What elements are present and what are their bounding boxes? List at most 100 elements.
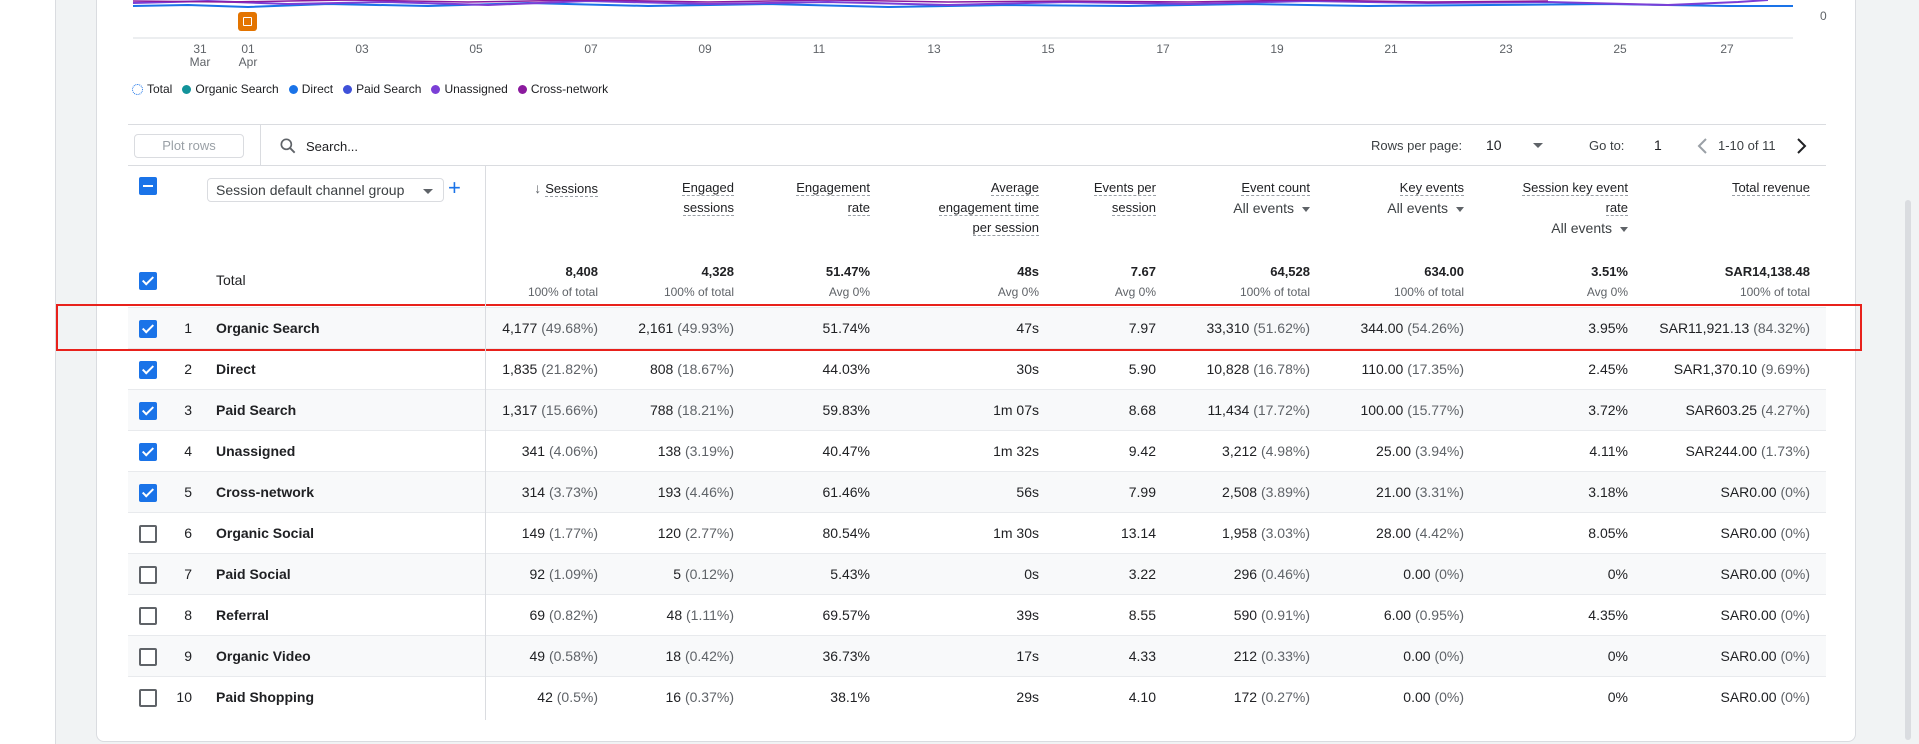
legend-item-organic-search[interactable]: Organic Search — [182, 82, 279, 96]
row-channel-name[interactable]: Unassigned — [216, 443, 296, 459]
row-checkbox[interactable] — [139, 607, 157, 625]
cell-value: 788 — [649, 402, 674, 418]
cell-value: 8.05% — [1588, 525, 1628, 541]
rows-per-page-label: Rows per page: — [1371, 138, 1463, 153]
col-label: Session key event — [1522, 180, 1628, 196]
row-checkbox[interactable] — [139, 361, 157, 379]
row-checkbox[interactable] — [139, 566, 157, 584]
cell-engaged-sessions: 18 (0.42%) — [666, 648, 735, 664]
row-channel-name[interactable]: Referral — [216, 607, 269, 623]
chevron-down-icon — [1620, 226, 1628, 232]
table-row[interactable] — [128, 554, 1826, 595]
legend-item-direct[interactable]: Direct — [288, 82, 333, 96]
row-channel-name[interactable]: Organic Video — [216, 648, 311, 664]
cell-percent: (16.78%) — [1253, 361, 1310, 377]
chevron-left-icon[interactable] — [1694, 136, 1712, 156]
cell-value: 69 — [529, 607, 546, 623]
row-divider — [128, 594, 1826, 595]
table-row[interactable] — [128, 677, 1826, 718]
add-dimension-icon[interactable]: + — [448, 175, 461, 200]
table-row[interactable] — [128, 595, 1826, 636]
col-engagement-rate[interactable]: Engagement rate — [796, 178, 870, 218]
row-channel-name[interactable]: Organic Search — [216, 320, 320, 336]
col-event-count[interactable]: Event count All events — [1233, 178, 1310, 219]
event-filter-select[interactable]: All events — [1551, 220, 1628, 236]
table-row[interactable] — [128, 349, 1826, 390]
dimension-select[interactable]: Session default channel group — [207, 178, 444, 202]
legend-item-paid-search[interactable]: Paid Search — [343, 82, 421, 96]
go-to-input[interactable]: 1 — [1654, 137, 1662, 153]
cell-value: 47s — [1016, 320, 1039, 336]
cell-value: 40.47% — [822, 443, 870, 459]
report-card — [96, 0, 1856, 742]
row-channel-name[interactable]: Cross-network — [216, 484, 315, 500]
cell-percent: (1.11%) — [686, 607, 734, 623]
rows-per-page-select[interactable]: 10 — [1486, 137, 1502, 153]
x-tick-label: 23 — [1486, 43, 1526, 56]
row-channel-name[interactable]: Paid Search — [216, 402, 297, 418]
x-tick-label: 01 Apr — [228, 43, 268, 69]
total-value: 64,528 — [1270, 264, 1310, 279]
table-row[interactable] — [128, 308, 1826, 349]
row-checkbox[interactable] — [139, 689, 157, 707]
cell-value: 1,317 — [502, 402, 538, 418]
cell-value: 39s — [1016, 607, 1039, 623]
total-row-checkbox[interactable] — [139, 272, 157, 290]
row-checkbox[interactable] — [139, 320, 157, 338]
cell-sessions: 314 (3.73%) — [522, 484, 598, 500]
row-checkbox[interactable] — [139, 484, 157, 502]
row-channel-name[interactable]: Direct — [216, 361, 256, 377]
cell-value: 4,177 — [502, 320, 538, 336]
col-label: Engagement — [796, 180, 870, 196]
search-input[interactable] — [306, 134, 606, 158]
row-checkbox[interactable] — [139, 525, 157, 543]
cell-value: 808 — [649, 361, 674, 377]
table-row[interactable] — [128, 636, 1826, 677]
x-tick-day: 19 — [1270, 42, 1284, 56]
row-checkbox[interactable] — [139, 443, 157, 461]
table-row[interactable] — [128, 472, 1826, 513]
legend-item-unassigned[interactable]: Unassigned — [431, 82, 508, 96]
cell-value: 9.42 — [1128, 443, 1156, 459]
page-scrollbar[interactable] — [1887, 0, 1919, 744]
col-label: rate — [847, 200, 870, 216]
plot-rows-button[interactable]: Plot rows — [134, 134, 244, 158]
cell-value: SAR0.00 — [1720, 525, 1777, 541]
legend-item-cross-network[interactable]: Cross-network — [517, 82, 608, 96]
table-row[interactable] — [128, 431, 1826, 472]
cell-session-key-event-rate: 4.11% — [1589, 443, 1628, 459]
table-row[interactable] — [128, 390, 1826, 431]
cell-percent: (4.42%) — [1414, 525, 1464, 541]
col-session-key-event-rate[interactable]: Session key event rate All events — [1522, 178, 1628, 239]
chevron-right-icon[interactable] — [1792, 136, 1810, 156]
total-sessions: 8,408 100% of total — [528, 262, 598, 302]
cell-value: 13.14 — [1120, 525, 1156, 541]
col-sessions[interactable]: ↓ Sessions — [534, 178, 598, 199]
chevron-down-icon[interactable] — [1533, 143, 1543, 148]
cell-engagement-rate: 5.43% — [830, 566, 870, 582]
table-row[interactable] — [128, 513, 1826, 554]
scrollbar-thumb[interactable] — [1905, 200, 1911, 740]
cell-percent: (0.46%) — [1260, 566, 1310, 582]
cell-key-events: 100.00 (15.77%) — [1360, 402, 1464, 418]
legend-item-total[interactable]: Total — [132, 82, 172, 96]
col-events-per-session[interactable]: Events per session — [1093, 178, 1156, 218]
col-avg-engagement-time[interactable]: Average engagement time per session — [938, 178, 1039, 238]
event-filter-select[interactable]: All events — [1387, 200, 1464, 216]
annotation-marker-icon[interactable] — [238, 12, 257, 31]
row-checkbox[interactable] — [139, 402, 157, 420]
cell-value: 120 — [657, 525, 682, 541]
col-total-revenue[interactable]: Total revenue — [1731, 178, 1810, 198]
col-key-events[interactable]: Key events All events — [1387, 178, 1464, 219]
row-channel-name[interactable]: Organic Social — [216, 525, 315, 541]
row-number: 1 — [184, 320, 192, 336]
x-tick-label: 31 Mar — [180, 43, 220, 69]
cell-value: 590 — [1233, 607, 1258, 623]
select-all-checkbox[interactable] — [139, 177, 157, 195]
col-engaged-sessions[interactable]: Engaged sessions — [681, 178, 734, 218]
row-checkbox[interactable] — [139, 648, 157, 666]
cell-value: 4.10 — [1128, 689, 1156, 705]
event-filter-select[interactable]: All events — [1233, 200, 1310, 216]
row-channel-name[interactable]: Paid Shopping — [216, 689, 314, 705]
row-channel-name[interactable]: Paid Social — [216, 566, 291, 582]
